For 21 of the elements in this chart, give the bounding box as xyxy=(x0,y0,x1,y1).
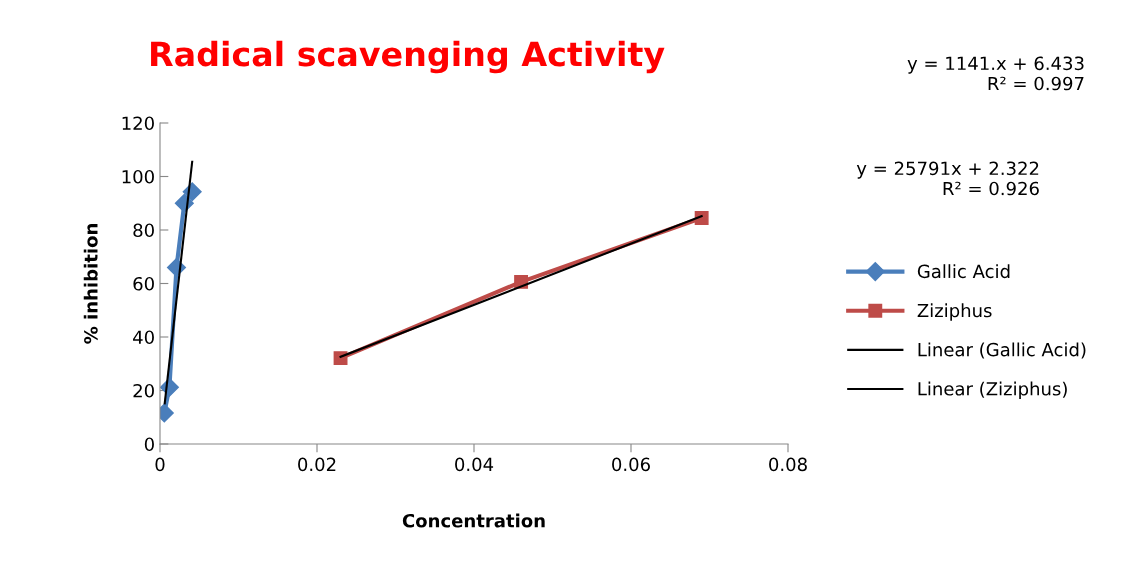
y-tick-label: 40 xyxy=(133,330,154,345)
y-axis-title: % inhibition xyxy=(83,224,98,344)
legend-label: Gallic Acid xyxy=(917,264,1010,279)
x-tick-label: 0.04 xyxy=(455,457,494,472)
y-tick-label: 80 xyxy=(133,223,154,238)
y-tick-label: 20 xyxy=(133,383,154,398)
x-tick-label: 0 xyxy=(155,457,165,472)
legend-label: Linear (Ziziphus) xyxy=(918,381,1067,400)
x-axis-title: Concentration xyxy=(402,513,545,528)
y-tick-label: 100 xyxy=(122,169,154,184)
text: y = 1141.x + 6.433 R² = 0.997 xyxy=(907,56,1084,91)
x-tick-label: 0.06 xyxy=(612,457,650,472)
y-tick-label: 120 xyxy=(122,116,154,131)
chart-title: Radical scavenging Activity xyxy=(151,40,665,74)
x-tick-label: 0.02 xyxy=(298,457,336,472)
text: y = 25791x + 2.322 R² = 0.926 xyxy=(856,161,1039,196)
y-tick-label: 0 xyxy=(144,437,154,452)
y-tick-label: 60 xyxy=(133,276,154,291)
legend-label: Ziziphus xyxy=(917,303,992,321)
x-tick-label: 0.08 xyxy=(769,457,807,472)
legend-label: Linear (Gallic Acid) xyxy=(918,342,1086,359)
